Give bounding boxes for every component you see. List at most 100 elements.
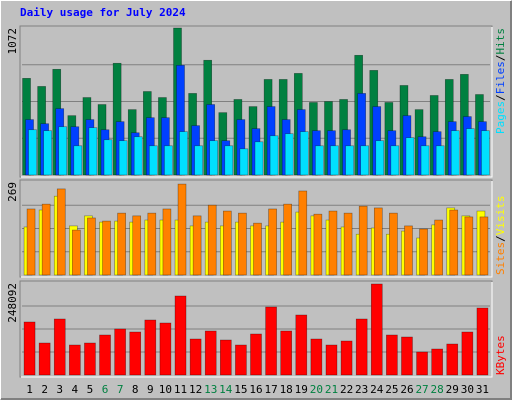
bar: [315, 145, 324, 176]
bar: [449, 209, 459, 276]
bar: [43, 130, 52, 176]
x-tick-label: 30: [461, 383, 474, 396]
bar: [87, 217, 96, 276]
bar: [446, 343, 459, 376]
bar: [209, 140, 219, 176]
legend-entry: Pages: [494, 101, 507, 134]
legend-entry: Hits: [494, 28, 507, 55]
bar: [23, 321, 36, 376]
x-tick-label: 8: [132, 383, 139, 396]
bar: [355, 318, 368, 376]
x-tick-label: 28: [431, 383, 444, 396]
x-tick-label: 31: [476, 383, 489, 396]
bar: [26, 208, 36, 276]
panel-edge: [21, 181, 493, 278]
x-tick-label: 11: [174, 383, 187, 396]
x-tick-label: 6: [102, 383, 109, 396]
bar: [358, 205, 368, 276]
bar: [390, 145, 400, 176]
bar: [295, 314, 308, 376]
bar: [434, 219, 443, 276]
x-tick-label: 5: [87, 383, 94, 396]
bar: [133, 136, 143, 176]
bar: [149, 145, 158, 176]
bar: [132, 215, 142, 276]
bar: [464, 216, 474, 276]
x-tick-label: 9: [147, 383, 154, 396]
bar: [88, 127, 98, 176]
bar: [204, 330, 217, 376]
bar: [345, 145, 354, 176]
bar: [250, 333, 262, 376]
x-tick-label: 3: [56, 383, 63, 396]
bar: [164, 145, 173, 176]
legend-entry: Sites: [494, 242, 507, 275]
bar: [466, 128, 475, 176]
x-tick-label: 4: [72, 383, 79, 396]
bar: [405, 137, 415, 176]
bar: [147, 212, 157, 276]
legend: Sites/Visits: [494, 196, 507, 276]
x-tick-label: 19: [295, 383, 308, 396]
x-tick-label: 29: [446, 383, 459, 396]
bar: [118, 140, 128, 176]
legend: Pages/Files/Hits: [494, 28, 507, 134]
bar: [56, 188, 66, 276]
x-tick-label: 16: [249, 383, 262, 396]
panel-edge: [21, 282, 493, 378]
bar: [435, 145, 445, 176]
bar: [179, 131, 188, 176]
bar: [283, 203, 292, 276]
bar: [284, 133, 294, 176]
bar: [419, 228, 428, 276]
x-tick-label: 10: [159, 383, 172, 396]
panel-edge: [21, 27, 493, 178]
bar: [268, 208, 277, 276]
x-tick-label: 25: [385, 383, 398, 396]
x-tick-label: 24: [370, 383, 384, 396]
bar: [159, 322, 172, 376]
bar: [313, 213, 323, 276]
x-tick-label: 14: [219, 383, 233, 396]
bar: [370, 283, 383, 376]
bar: [220, 339, 232, 376]
x-tick-label: 12: [189, 383, 202, 396]
bar: [84, 342, 96, 376]
bar: [102, 220, 111, 276]
bar: [194, 145, 203, 176]
bar: [103, 139, 113, 176]
x-tick-label: 21: [325, 383, 338, 396]
x-tick-label: 15: [234, 383, 247, 396]
bar: [28, 129, 37, 176]
bar: [129, 331, 142, 376]
y-tick-label: 1072: [6, 28, 19, 55]
bar: [420, 145, 430, 176]
x-tick-label: 2: [41, 383, 48, 396]
legend: KBytes: [494, 335, 507, 375]
bar: [325, 344, 338, 376]
x-tick-label: 17: [264, 383, 277, 396]
legend-entry: Files: [494, 61, 507, 94]
bar: [189, 338, 202, 376]
bar: [265, 306, 277, 376]
bar: [280, 330, 292, 376]
bar: [239, 148, 249, 176]
bar: [38, 342, 51, 376]
bar: [481, 130, 490, 176]
bar: [360, 145, 369, 176]
bar: [223, 210, 232, 276]
x-tick-label: 7: [117, 383, 124, 396]
legend-entry: Visits: [494, 196, 507, 236]
bar: [328, 210, 338, 276]
legend-separator: /: [494, 94, 507, 101]
bar: [99, 334, 111, 376]
bar: [450, 130, 460, 176]
bar: [330, 145, 339, 176]
bar: [389, 212, 398, 276]
bar: [177, 183, 187, 276]
bar: [375, 140, 385, 176]
bar: [461, 331, 474, 376]
x-tick-label: 23: [355, 383, 368, 396]
bar: [254, 141, 264, 176]
